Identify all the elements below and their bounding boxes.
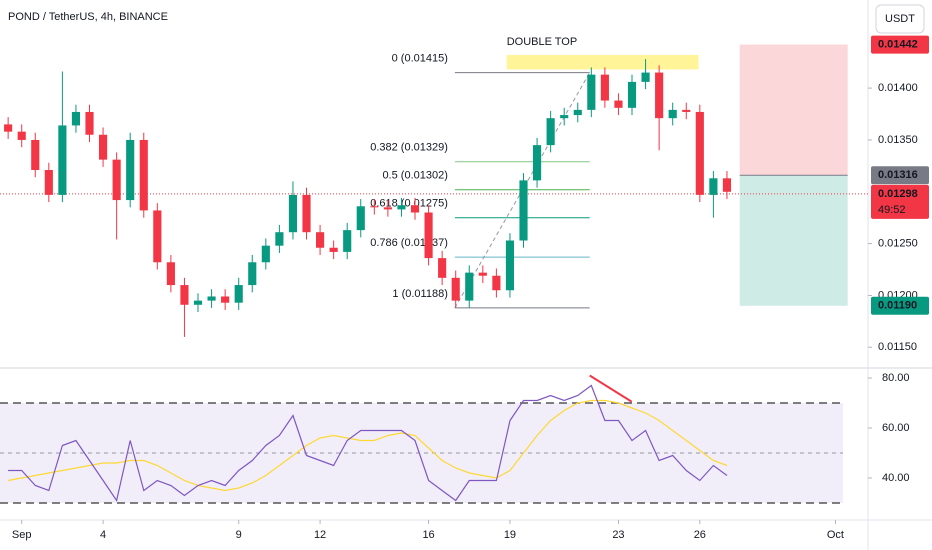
y-tick-label: 40.00 (882, 472, 910, 484)
candle-body (234, 285, 243, 303)
candle-body (207, 296, 216, 301)
candle-body (343, 230, 352, 252)
x-tick-label: 4 (100, 529, 106, 541)
candle-body (438, 258, 447, 278)
candle-body (261, 245, 270, 263)
countdown: 49:52 (878, 204, 906, 216)
position-stop-zone (739, 44, 848, 176)
price-box-label: 0.01190 (878, 300, 917, 312)
currency-label[interactable]: USDT (885, 13, 915, 25)
price-box (871, 296, 929, 315)
fib-label: 1 (0.01188) (392, 288, 447, 300)
candle-body (166, 262, 175, 286)
candle-body (546, 118, 555, 146)
candle-body (655, 72, 664, 119)
fib-label: 0.382 (0.01329) (370, 142, 448, 154)
candle-body (668, 109, 677, 119)
candle-body (302, 194, 311, 233)
y-tick-label: 0.01350 (878, 134, 918, 146)
candle-body (478, 272, 487, 276)
candle-body (316, 232, 325, 248)
y-tick-label: 80.00 (882, 372, 910, 384)
candle-body (533, 145, 542, 181)
candle-body (153, 210, 162, 263)
x-tick-label: 12 (314, 529, 326, 541)
candle-body (695, 111, 704, 195)
price-box-label: 0.01442 (878, 38, 918, 50)
price-box (871, 35, 929, 54)
candle-body (492, 275, 501, 291)
x-tick-label: Sep (12, 529, 32, 541)
candle-body (356, 206, 365, 231)
candle-body (193, 300, 203, 305)
candle-body (519, 180, 528, 241)
candle-body (221, 296, 230, 303)
candle-body (4, 124, 13, 132)
candle-body (44, 170, 53, 195)
candle-body (71, 111, 81, 126)
x-tick-label: 16 (422, 529, 434, 541)
candle-body (126, 139, 135, 201)
y-tick-label: 0.01150 (878, 341, 917, 353)
price-box-label: 0.01316 (878, 169, 918, 181)
candle-body (383, 207, 392, 210)
candle-body (587, 74, 596, 110)
divergence-line (589, 374, 633, 403)
chart-title: POND / TetherUS, 4h, BINANCE (8, 11, 168, 23)
pattern-box (506, 54, 699, 70)
pattern-label: DOUBLE TOP (507, 36, 578, 48)
candle-body (722, 178, 732, 192)
fib-label: 0.618 (0.01275) (370, 198, 448, 210)
candle-body (410, 205, 420, 213)
fib-label: 0.786 (0.01237) (370, 237, 448, 249)
candle-body (614, 100, 623, 108)
candle-body (397, 205, 406, 210)
x-tick-label: 26 (694, 529, 706, 541)
candle-body (329, 247, 338, 252)
candle-body (600, 74, 609, 101)
candle-body (641, 72, 650, 82)
candle-body (17, 131, 26, 140)
fib-label: 0 (0.01415) (392, 52, 448, 64)
candle-body (682, 109, 691, 112)
candle-body (275, 232, 284, 246)
candle-body (424, 212, 433, 259)
candle-body (112, 159, 121, 201)
price-box (871, 166, 929, 185)
candle-body (505, 240, 515, 291)
candle-body (139, 139, 148, 211)
x-tick-label: Oct (827, 529, 844, 541)
rsi-line (7, 399, 728, 492)
rsi-line (8, 384, 728, 502)
rsi-band (0, 403, 843, 503)
candle-body (31, 139, 40, 171)
candle-body (560, 115, 569, 119)
y-tick-label: 0.01400 (878, 82, 918, 94)
candle-body (451, 277, 460, 301)
candle-body (370, 206, 379, 208)
x-tick-label: 19 (504, 529, 516, 541)
last-price-label: 0.01298 (878, 188, 918, 200)
y-tick-label: 0.01250 (878, 238, 918, 250)
fib-label: 0.5 (0.01302) (382, 170, 447, 182)
candle-body (85, 111, 94, 135)
candle-body (99, 134, 108, 160)
currency-button[interactable] (875, 4, 925, 34)
candle-body (180, 285, 189, 305)
candle-body (573, 109, 582, 116)
candle-body (288, 194, 298, 233)
candle-body (58, 125, 67, 195)
x-tick-label: 23 (612, 529, 624, 541)
candle-body (709, 178, 718, 195)
candle-body (465, 272, 474, 301)
candle-body (627, 81, 637, 108)
candle-body (248, 262, 257, 286)
last-price-box (871, 184, 929, 219)
x-tick-label: 9 (236, 529, 242, 541)
position-target-zone (739, 175, 848, 306)
y-tick-label: 60.00 (882, 422, 910, 434)
